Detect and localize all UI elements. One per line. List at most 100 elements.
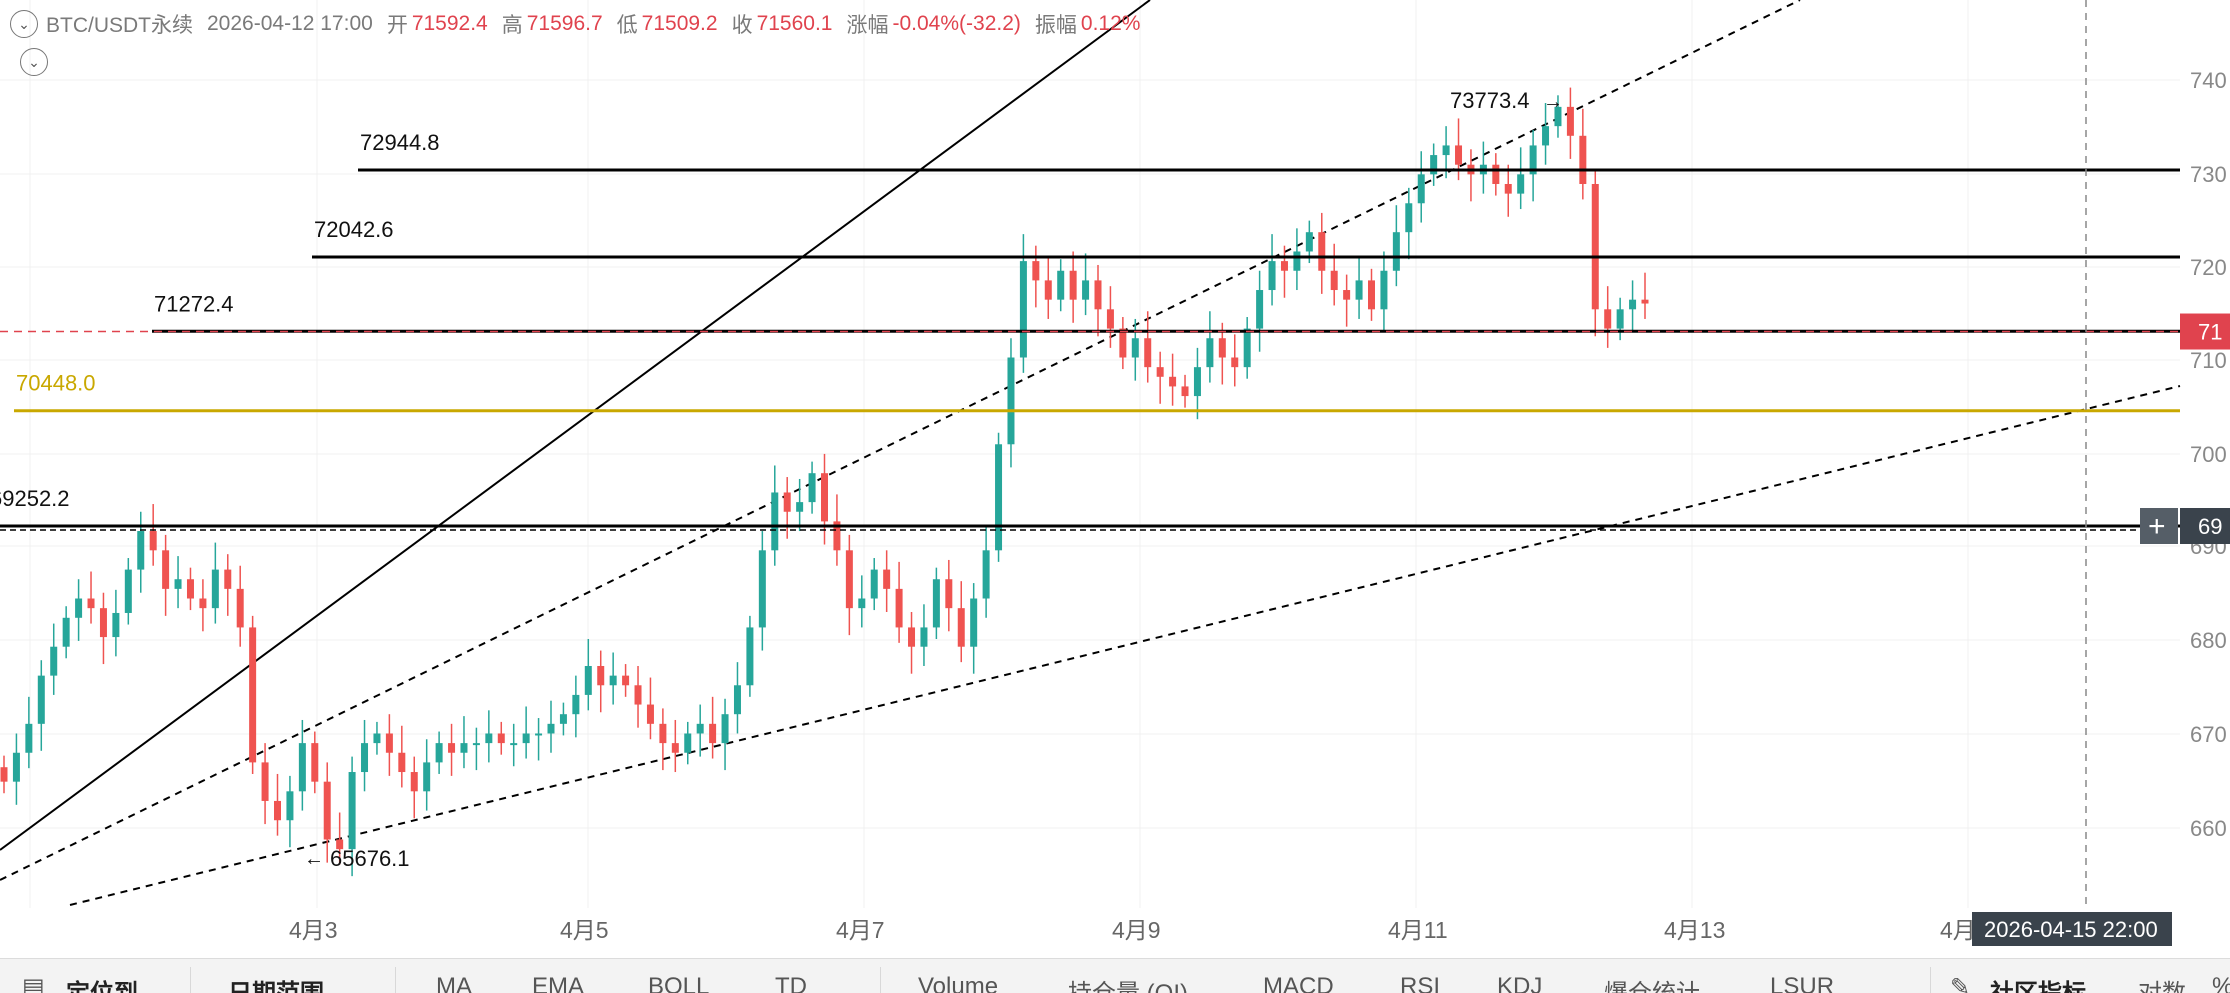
candle: [622, 675, 630, 686]
candle: [236, 588, 244, 628]
candle: [1057, 270, 1065, 300]
x-tick-label: 4月5: [560, 917, 609, 943]
candle: [348, 772, 356, 850]
toolbar-item[interactable]: 持仓量 (OI): [1068, 973, 1188, 993]
expand-indicators-icon[interactable]: ⌄: [20, 48, 48, 76]
add-alert-button[interactable]: [2140, 508, 2178, 544]
candle: [746, 627, 754, 686]
candle: [1268, 261, 1276, 291]
candle: [1119, 328, 1127, 358]
candle: [1082, 280, 1090, 300]
candle: [162, 550, 170, 589]
toolbar-item[interactable]: 爆仓统计: [1604, 973, 1700, 993]
candle: [62, 617, 70, 647]
candle: [1517, 174, 1525, 194]
candle: [1343, 290, 1351, 300]
locate-icon[interactable]: ▤: [22, 974, 45, 993]
price-line-label: 70448.0: [16, 371, 96, 396]
candle: [932, 579, 940, 628]
toolbar-item[interactable]: TD: [775, 973, 807, 993]
candle: [12, 752, 20, 782]
candle: [186, 579, 194, 599]
trend-line[interactable]: [0, 0, 1151, 851]
candle: [385, 733, 393, 753]
candle: [261, 762, 269, 801]
toolbar-item[interactable]: 社区指标: [1990, 973, 2086, 993]
candle: [522, 733, 530, 744]
x-tick-label: 4月13: [1664, 917, 1725, 943]
candle: [1019, 261, 1027, 358]
arrow-right-icon: →: [1543, 91, 1563, 113]
candle: [1442, 145, 1450, 156]
toolbar-item[interactable]: 对数: [2138, 973, 2186, 993]
dashed-trend-line[interactable]: [0, 0, 1801, 881]
candle: [858, 598, 866, 609]
chevron-down-icon[interactable]: ⌄: [10, 10, 38, 38]
toolbar-divider: [1930, 967, 1931, 993]
candle: [709, 723, 717, 744]
candle: [821, 473, 828, 522]
x-tick-label: 4月3: [289, 917, 338, 943]
candle: [796, 502, 804, 512]
candle: [1243, 328, 1251, 368]
candle: [1616, 309, 1624, 329]
candle: [783, 492, 791, 512]
candle: [1392, 232, 1400, 271]
candle: [373, 733, 381, 744]
candle: [1305, 232, 1313, 252]
low-marker-label: 65676.1: [330, 846, 410, 871]
candle: [1604, 309, 1612, 329]
candle: [920, 627, 928, 647]
close-value: 71560.1: [756, 12, 833, 35]
high-label: 高: [501, 14, 523, 37]
candle: [249, 627, 257, 763]
candle: [833, 521, 841, 551]
toolbar-item[interactable]: MA: [436, 973, 472, 993]
candle: [87, 598, 95, 609]
toolbar-divider: [190, 967, 191, 993]
candle: [1380, 270, 1388, 310]
candle: [124, 569, 132, 613]
dashed-trend-line[interactable]: [69, 385, 2181, 906]
candle: [883, 569, 891, 589]
candle: [323, 781, 331, 840]
candle: [1231, 357, 1239, 368]
close-label: 收: [731, 14, 753, 37]
toolbar-item[interactable]: RSI: [1400, 973, 1441, 993]
toolbar-item[interactable]: %: [2212, 973, 2230, 993]
candle: [274, 800, 281, 821]
candle: [1368, 280, 1375, 310]
candle: [1629, 299, 1637, 310]
toolbar-item[interactable]: LSUR: [1770, 973, 1835, 993]
toolbar-item[interactable]: BOLL: [648, 973, 710, 993]
candle: [995, 444, 1003, 551]
edit-icon[interactable]: ✎: [1950, 974, 1971, 993]
candle: [1106, 309, 1114, 329]
candle: [1430, 155, 1438, 175]
candle: [1169, 376, 1177, 387]
candle: [870, 569, 878, 599]
toolbar-item[interactable]: 日期范围: [228, 973, 324, 993]
candle: [174, 579, 182, 589]
y-tick-label: 680: [2190, 628, 2227, 653]
toolbar-item[interactable]: KDJ: [1497, 973, 1543, 993]
candle: [1181, 386, 1189, 397]
candle: [1504, 183, 1512, 194]
toolbar-item[interactable]: 定位到: [66, 973, 138, 993]
candle: [485, 733, 493, 744]
symbol-label: BTC/USDT永续: [46, 14, 193, 37]
toolbar-item[interactable]: EMA: [532, 973, 585, 993]
toolbar-item[interactable]: MACD: [1263, 973, 1334, 993]
candle: [1455, 145, 1463, 165]
x-tick-label: 4月9: [1112, 917, 1161, 943]
toolbar-divider: [880, 967, 881, 993]
candle: [448, 743, 456, 753]
candle: [410, 772, 418, 792]
candle: [199, 598, 207, 609]
toolbar-item[interactable]: Volume: [918, 973, 999, 993]
candle: [895, 588, 903, 628]
candle: [646, 704, 654, 724]
candle: [559, 714, 567, 724]
candle: [298, 743, 306, 792]
